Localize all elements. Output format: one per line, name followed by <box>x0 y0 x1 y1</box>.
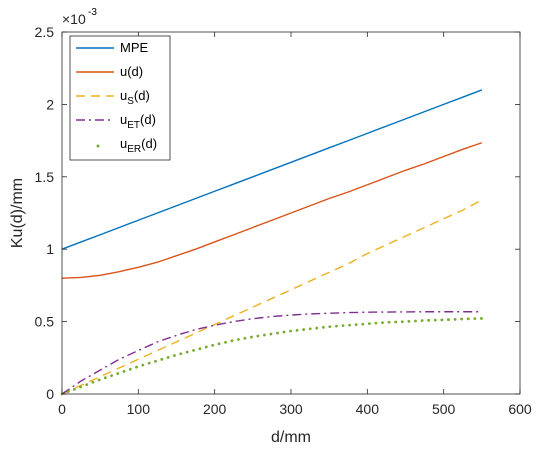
legend-label: uER(d) <box>120 136 157 155</box>
x-axis-label: d/mm <box>271 429 311 446</box>
x-tick-label: 400 <box>356 401 380 417</box>
x-tick-label: 300 <box>279 401 303 417</box>
legend: MPE u(d) uS(d) uET(d) uER(d) <box>69 35 171 161</box>
y-axis-label: Ku(d)/mm <box>9 178 26 248</box>
y-tick-label: 2.5 <box>35 24 55 40</box>
axes: 0 100 200 300 400 500 600 0 0.5 1 1.5 2 2.5 <box>35 24 532 417</box>
legend-label: uET(d) <box>120 112 156 131</box>
legend-entry-4: uER(d) <box>96 136 157 155</box>
legend-label: uS(d) <box>120 88 150 107</box>
y-tick-label: 2 <box>46 96 54 112</box>
legend-entry-0: MPE <box>76 40 149 55</box>
legend-box <box>69 35 171 161</box>
series-line-4 <box>60 317 484 396</box>
x-tick-label: 100 <box>127 401 151 417</box>
x-tick-label: 600 <box>508 401 532 417</box>
series-lines <box>60 89 484 396</box>
legend-label: MPE <box>120 40 149 55</box>
y-exponent-label: ×10 -3 <box>62 7 97 27</box>
x-tick-label: 200 <box>203 401 227 417</box>
y-tick-label: 1.5 <box>35 169 55 185</box>
legend-entry-3: uET(d) <box>76 112 156 131</box>
y-exponent-power: -3 <box>88 7 97 18</box>
legend-entry-1: u(d) <box>76 64 143 79</box>
y-tick-label: 0.5 <box>35 314 55 330</box>
y-tick-label: 1 <box>46 241 54 257</box>
legend-label: u(d) <box>120 64 143 79</box>
legend-marker <box>96 144 100 148</box>
series-line-2 <box>61 199 483 395</box>
legend-entry-2: uS(d) <box>76 88 150 107</box>
y-tick-label: 0 <box>46 386 54 402</box>
series-line-3 <box>61 311 482 395</box>
y-exponent-base: ×10 <box>62 11 86 27</box>
x-tick-label: 0 <box>58 401 66 417</box>
series-line-1 <box>61 142 483 279</box>
series-line-0 <box>61 89 483 250</box>
x-tick-label: 500 <box>432 401 456 417</box>
